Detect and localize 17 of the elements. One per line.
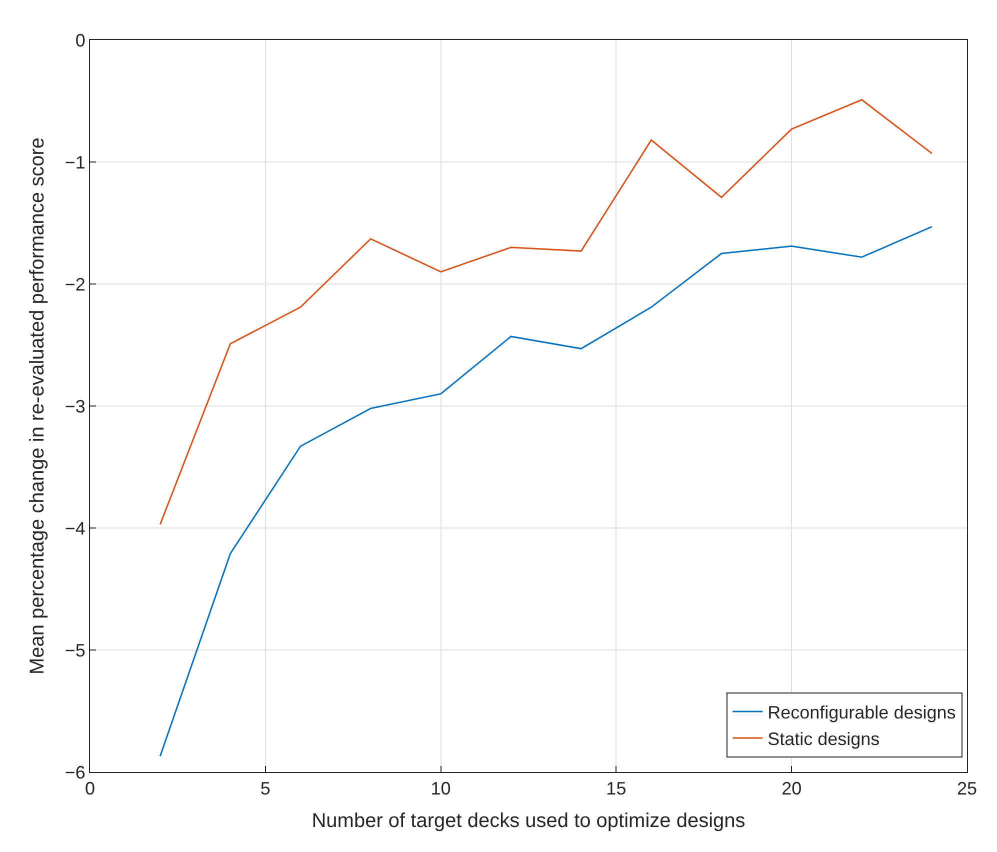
x-tick-label: 5: [260, 778, 270, 799]
y-tick-label: −1: [64, 152, 86, 172]
y-tick-label: −3: [64, 396, 86, 416]
x-tick-label: 25: [956, 778, 978, 799]
y-axis-title: Mean percentage change in re-evaluated performance score: [26, 138, 48, 674]
x-axis-title: Number of target decks used to optimize designs: [312, 810, 746, 832]
y-tick-label: 0: [75, 30, 86, 50]
y-tick-label: −4: [64, 518, 86, 538]
y-tick-label: −6: [64, 762, 86, 782]
x-tick-label: 10: [430, 778, 451, 799]
legend-label: Static designs: [768, 728, 880, 749]
line-series: [159, 99, 933, 526]
y-tick-label: −5: [64, 640, 86, 660]
legend-label: Reconfigurable designs: [768, 702, 956, 723]
x-tick-label: 20: [782, 778, 802, 799]
x-tick-label: 15: [606, 778, 626, 799]
y-tick-label: −2: [64, 274, 86, 294]
